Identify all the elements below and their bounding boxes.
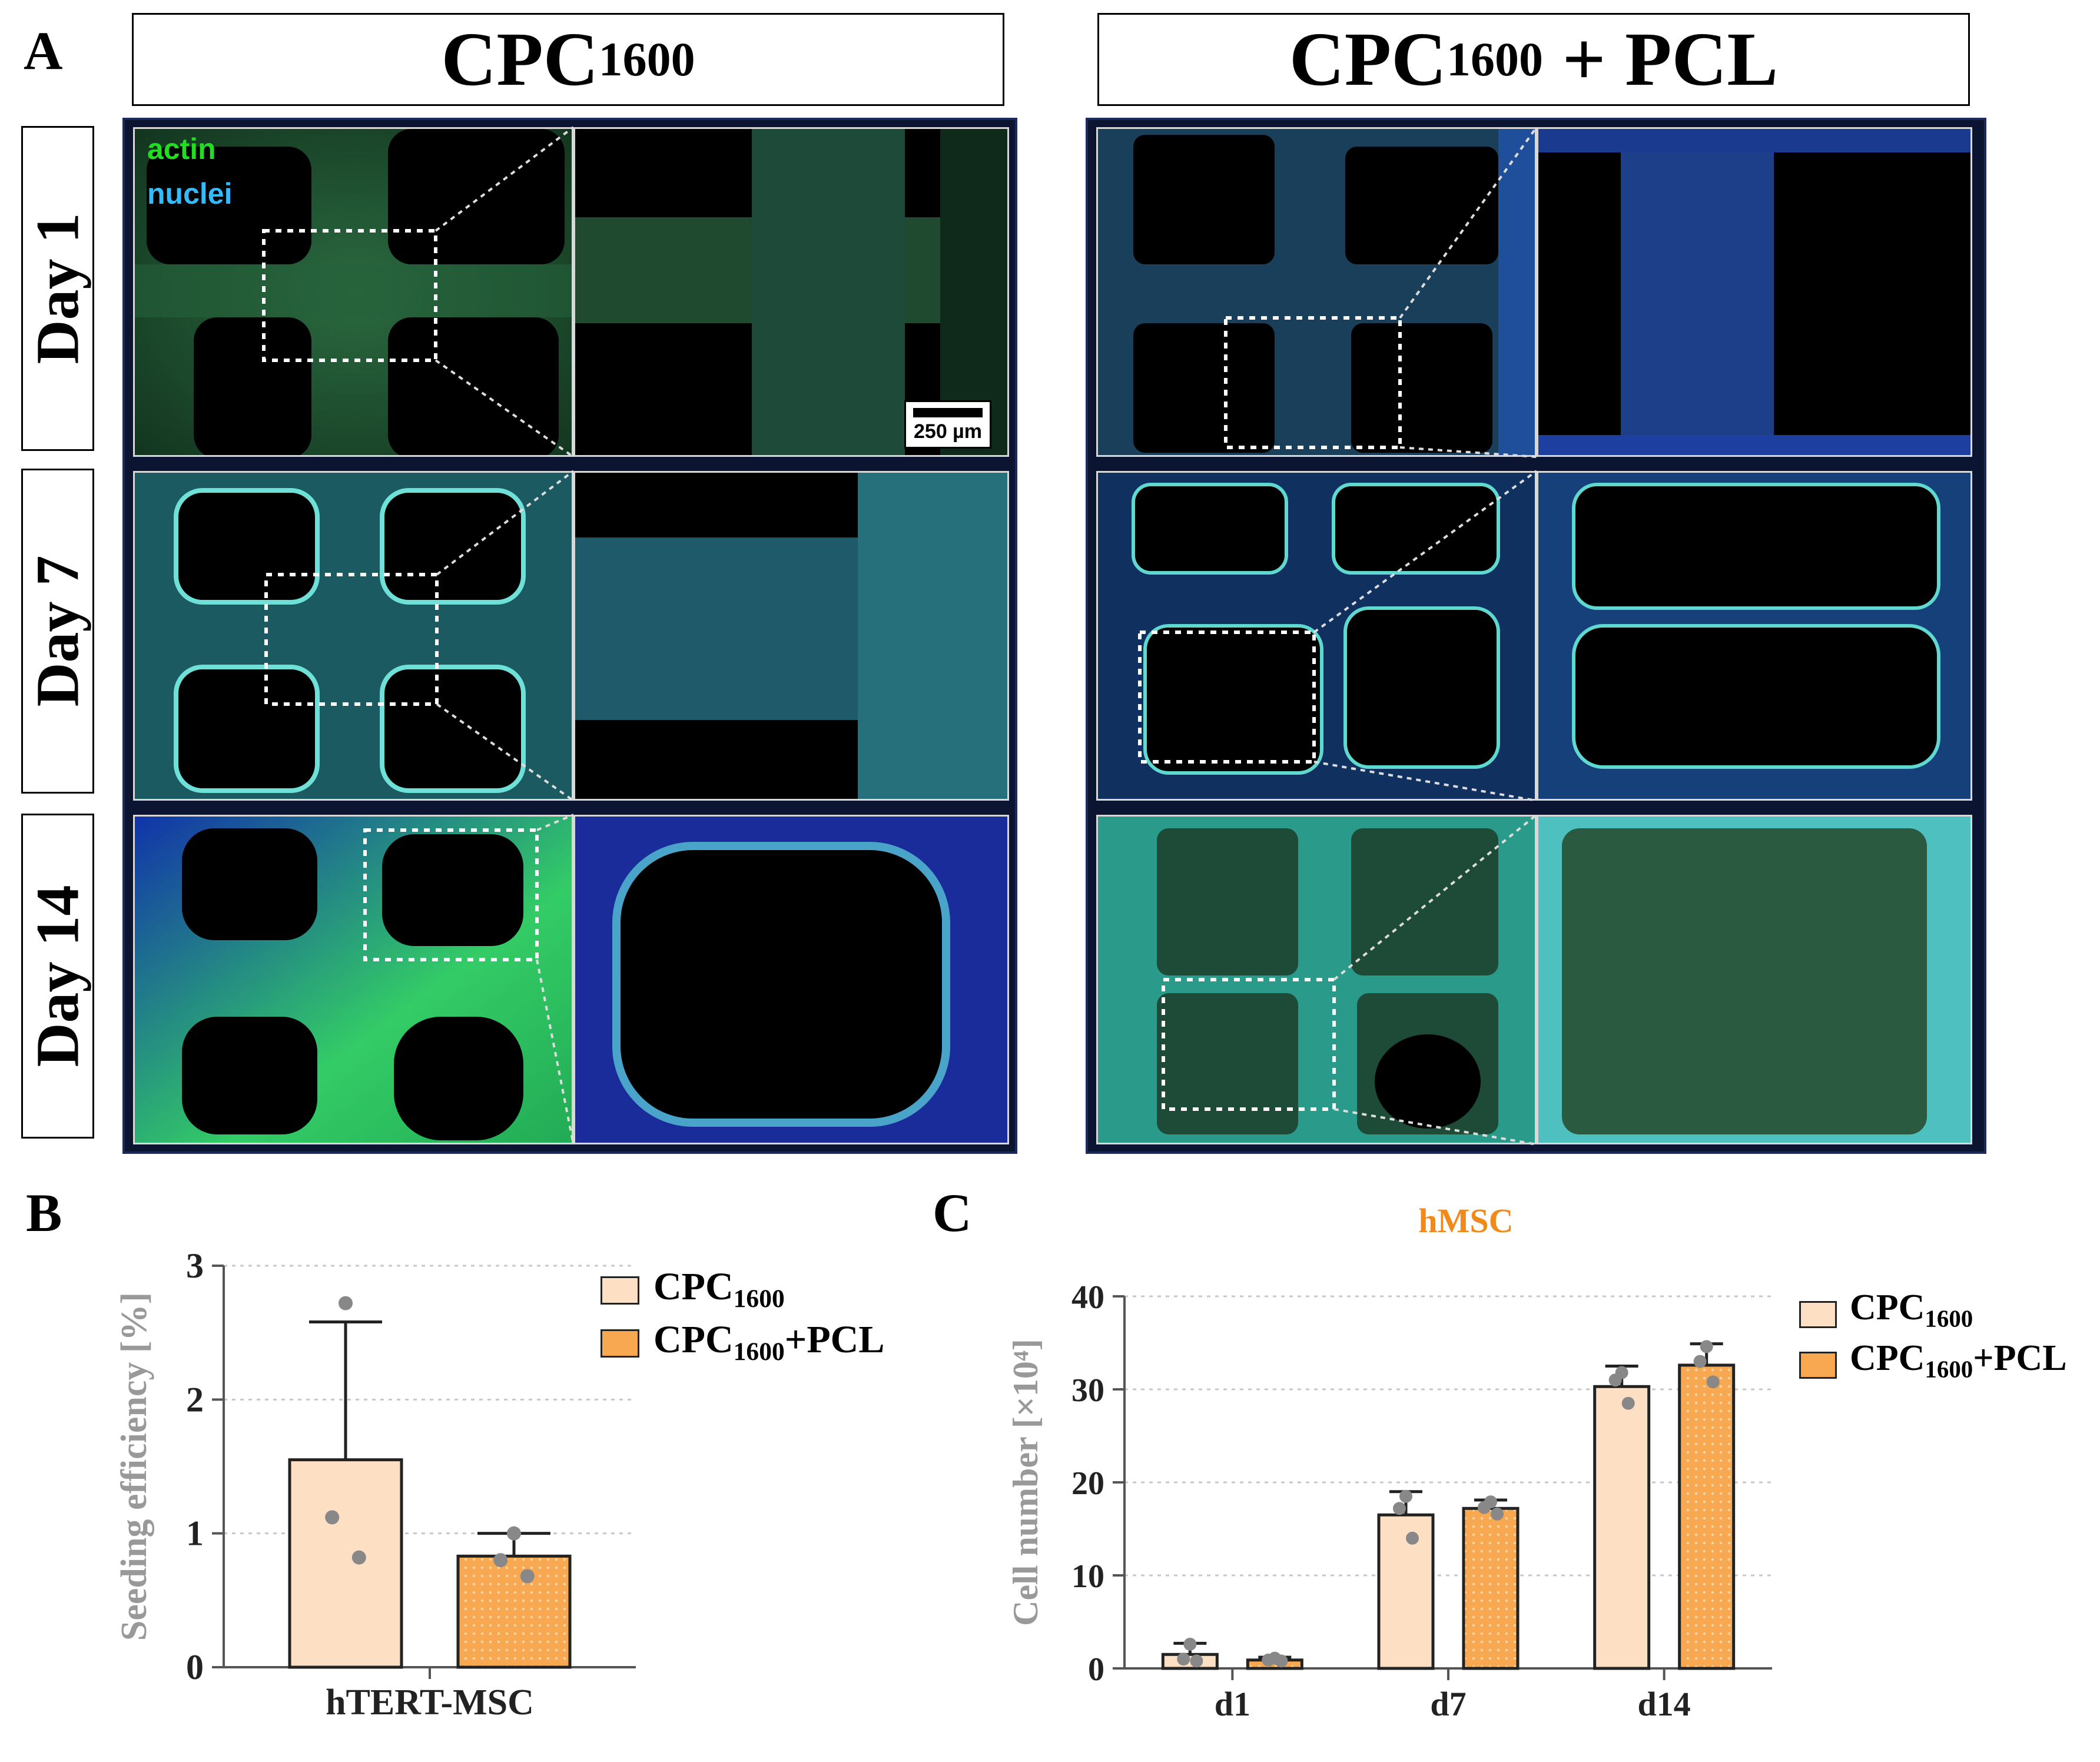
data-point: [1275, 1654, 1288, 1668]
y-axis-label: Cell number [×10⁴]: [1006, 1339, 1045, 1626]
stain-label-nuclei: nuclei: [147, 177, 233, 210]
panel-c-letter: C: [933, 1183, 972, 1243]
micrograph-cpc1600-pcl-day7-overview: [1096, 471, 1537, 801]
legend-label-cpc1600-pcl: CPC1600+PCL: [653, 1318, 885, 1365]
legend-label-cpc1600: CPC1600: [653, 1265, 785, 1312]
row-label-day7: Day 7: [21, 469, 94, 794]
micrograph-cpc1600-pcl-day1-zoom: [1537, 127, 1972, 457]
row-label-text: Day 7: [24, 555, 92, 707]
chart-c-cell-number: 0 10 20 30 40 Cell number [×10⁴] d1 d7 d14: [1006, 1279, 1772, 1723]
data-point: [1399, 1489, 1412, 1503]
scale-bar-line: [913, 408, 983, 417]
y-tick-label: 10: [1071, 1558, 1104, 1595]
scale-bar: 250 µm: [904, 400, 991, 449]
legend-swatch-cpc1600: [601, 1276, 639, 1305]
column-header-suffix: + PCL: [1543, 17, 1779, 102]
legend-label-base: CPC: [1850, 1288, 1925, 1328]
column-header-base: CPC: [1289, 17, 1447, 102]
data-point: [520, 1569, 535, 1584]
legend-swatch-cpc1600-pcl: [1799, 1352, 1837, 1379]
y-tick-label: 3: [186, 1246, 204, 1285]
column-header-cpc1600-pcl: CPC 1600 + PCL: [1097, 13, 1970, 106]
row-label-text: Day 14: [24, 885, 92, 1067]
legend-label-sub: 1600: [733, 1285, 785, 1313]
row-label-day14: Day 14: [21, 814, 94, 1139]
x-tick-label: d14: [1638, 1685, 1691, 1723]
legend-label-sub: 1600: [733, 1338, 785, 1366]
legend-label-suffix: +PCL: [784, 1318, 885, 1361]
row-label-day1: Day 1: [21, 126, 94, 451]
y-tick-label: 20: [1071, 1465, 1104, 1502]
data-point: [1190, 1654, 1203, 1668]
data-point: [1392, 1502, 1406, 1515]
micrograph-cpc1600-day7-zoom: [573, 471, 1009, 801]
legend-label-sub: 1600: [1925, 1356, 1973, 1383]
data-point: [1621, 1396, 1635, 1410]
legend-label-base: CPC: [653, 1318, 734, 1361]
y-tick-label: 40: [1071, 1279, 1104, 1316]
micrograph-cpc1600-day14-overview: [133, 815, 573, 1144]
column-header-cpc1600: CPC 1600: [132, 13, 1004, 106]
chart-b-seeding-efficiency: 0 1 2 3 Seeding efficiency [%] hTERT-MSC: [114, 1246, 636, 1723]
data-point: [493, 1553, 508, 1568]
scale-bar-label: 250 µm: [914, 420, 982, 443]
bar: [1462, 1507, 1520, 1670]
bar: [1593, 1385, 1651, 1670]
data-point: [1477, 1501, 1491, 1514]
bar: [288, 1458, 403, 1669]
micrograph-cpc1600-day7-overview: [133, 471, 573, 801]
data-point: [1608, 1373, 1622, 1387]
panel-a-letter: A: [24, 21, 63, 81]
y-tick-label: 30: [1071, 1372, 1104, 1409]
bar: [1161, 1653, 1219, 1670]
data-point: [339, 1296, 353, 1310]
data-point: [1183, 1637, 1197, 1651]
data-point: [1177, 1653, 1190, 1666]
bar: [1678, 1363, 1736, 1670]
data-point: [325, 1510, 340, 1525]
x-tick-label: d7: [1430, 1685, 1466, 1723]
micrograph-cpc1600-pcl-day14-overview: [1096, 815, 1537, 1144]
micrograph-cpc1600-day14-zoom: [573, 815, 1009, 1144]
data-point: [1262, 1653, 1275, 1667]
legend-label-cpc1600-pcl: CPC1600+PCL: [1850, 1338, 2067, 1383]
data-point: [1406, 1531, 1419, 1545]
micrograph-cpc1600-pcl-day1-overview: [1096, 127, 1537, 457]
data-point: [1700, 1340, 1713, 1353]
micrograph-cpc1600-pcl-day7-zoom: [1537, 471, 1972, 801]
y-tick-label: 0: [1088, 1651, 1104, 1688]
bar: [456, 1554, 572, 1669]
legend-label-base: CPC: [1850, 1338, 1925, 1378]
legend-swatch-cpc1600: [1799, 1301, 1837, 1328]
bar: [1377, 1513, 1435, 1670]
data-point: [351, 1550, 366, 1565]
y-tick-label: 0: [186, 1648, 204, 1687]
y-tick-label: 1: [186, 1514, 204, 1553]
micrograph-cpc1600-pcl-day14-zoom: [1537, 815, 1972, 1144]
chart-c-title: hMSC: [1418, 1202, 1514, 1240]
x-tick-label: hTERT-MSC: [326, 1683, 534, 1723]
data-point: [507, 1526, 521, 1541]
y-axis-label: Seeding efficiency [%]: [114, 1292, 154, 1641]
legend-label-base: CPC: [653, 1265, 734, 1308]
stain-label-actin: actin: [147, 132, 216, 165]
data-point: [1491, 1507, 1504, 1521]
legend-label-sub: 1600: [1925, 1305, 1973, 1332]
x-tick-label: d1: [1215, 1685, 1250, 1723]
data-point: [1706, 1375, 1720, 1389]
panel-b-letter: B: [26, 1183, 62, 1243]
legend-swatch-cpc1600-pcl: [601, 1329, 639, 1358]
legend-label-cpc1600: CPC1600: [1850, 1287, 1973, 1332]
y-tick-label: 2: [186, 1380, 204, 1419]
legend-label-suffix: +PCL: [1973, 1338, 2067, 1378]
data-point: [1693, 1355, 1707, 1368]
row-label-text: Day 1: [24, 213, 92, 364]
column-header-base: CPC: [441, 17, 599, 102]
